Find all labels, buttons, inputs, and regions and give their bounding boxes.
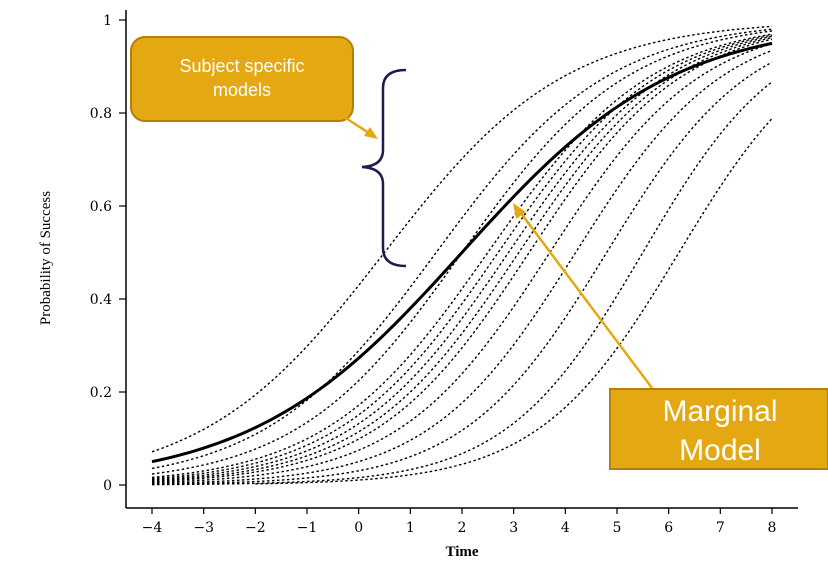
x-tick-label: 2 — [458, 520, 467, 536]
marginal-callout-box — [609, 388, 828, 470]
subject-curve — [151, 33, 773, 479]
y-tick-label: 0 — [103, 478, 112, 494]
y-tick-label: 0.8 — [90, 106, 112, 122]
x-tick-label: 4 — [561, 520, 570, 536]
subject-callout-text-line1: Subject specific — [179, 56, 304, 76]
x-tick-label: −3 — [193, 520, 214, 536]
subject-curve — [151, 36, 773, 482]
x-tick-label: −1 — [297, 520, 318, 536]
subject-curve — [255, 118, 773, 485]
subject-specific-callout: Subject specific models — [130, 36, 354, 122]
marginal-callout-text-line2: Model — [679, 434, 761, 467]
curly-brace — [361, 68, 407, 268]
marginal-model-callout: Marginal Model — [609, 388, 828, 470]
subject-curve — [151, 28, 773, 470]
marginal-callout-arrow — [519, 211, 653, 389]
x-tick-label: 8 — [768, 520, 777, 536]
x-tick-label: 1 — [406, 520, 415, 536]
x-tick-label: 7 — [716, 520, 725, 536]
tick-marks: −4 −3 −2 −1 0 1 2 3 4 5 6 7 8 0 0.2 0.4 0.6 0.8 1 — [90, 13, 777, 536]
x-tick-label: 5 — [613, 520, 622, 536]
x-axis-title: Time — [445, 544, 478, 560]
subject-callout-text-line2: models — [213, 80, 271, 100]
subject-curve — [151, 49, 773, 485]
marginal-callout-arrowhead — [513, 203, 526, 219]
y-axis-title: Probability of Success — [38, 191, 54, 325]
x-tick-label: 6 — [664, 520, 673, 536]
x-tick-label: 0 — [354, 520, 363, 536]
x-tick-label: −2 — [245, 520, 266, 536]
y-tick-label: 0.6 — [90, 199, 112, 215]
subject-callout-arrow — [317, 98, 373, 137]
y-tick-label: 1 — [103, 13, 112, 29]
subject-curve — [151, 43, 773, 484]
subject-curve — [151, 35, 773, 481]
x-tick-label: −4 — [142, 520, 163, 536]
y-tick-label: 0.2 — [90, 385, 112, 401]
curves — [151, 25, 773, 486]
subject-curve — [151, 38, 773, 483]
marginal-callout-text-line1: Marginal — [662, 395, 777, 428]
subject-curve — [151, 34, 773, 480]
subject-callout-box — [130, 36, 354, 122]
x-tick-label: 3 — [509, 520, 518, 536]
marginal-model-curve — [151, 41, 773, 464]
subject-callout-arrowhead — [364, 127, 378, 139]
y-tick-label: 0.4 — [90, 292, 112, 308]
subject-curve — [151, 25, 773, 453]
